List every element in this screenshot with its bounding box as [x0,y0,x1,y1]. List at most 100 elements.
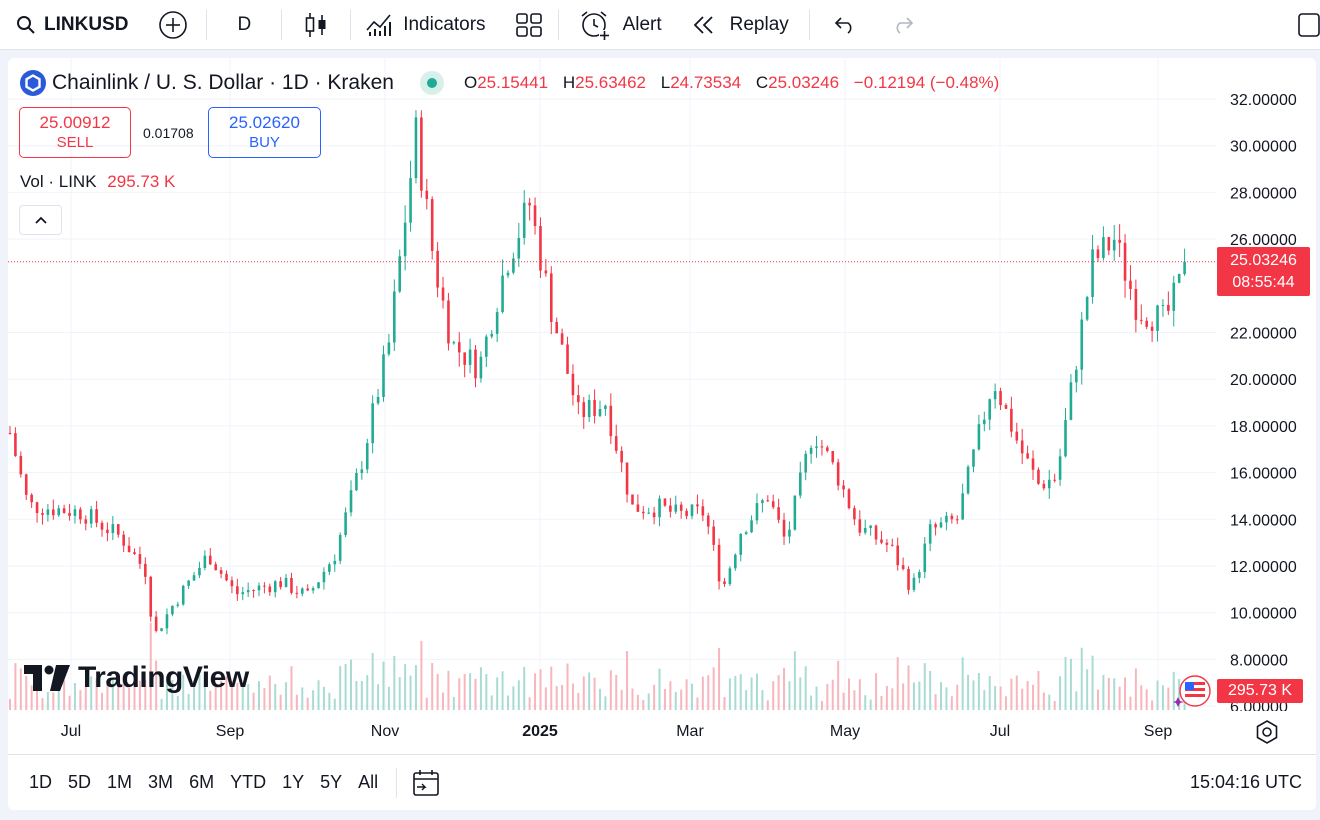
candle-body [896,545,900,566]
fullscreen-button[interactable] [1294,0,1320,50]
volume-bar [1059,676,1062,710]
tradingview-logo[interactable]: TradingView [24,661,249,695]
candle-body [284,577,288,588]
candle-body [636,504,640,512]
buy-button[interactable]: 25.02620 BUY [208,107,321,158]
volume-bar [999,686,1002,710]
volume-bar [788,681,791,710]
indicators-label: Indicators [403,13,486,35]
volume-bar [858,679,861,710]
volume-bar [501,671,504,710]
symbol-search-button[interactable]: LINKUSD [0,0,140,50]
volume-bar [934,694,937,710]
candle-body [869,525,872,528]
volume-bar [864,695,867,710]
candle-body [160,628,163,631]
volume-bar [929,671,932,710]
utc-clock[interactable]: 15:04:16 UTC [1189,772,1302,792]
candle-body [717,544,721,582]
alert-button[interactable]: Alert [559,0,674,50]
candle-body [739,534,743,555]
candle-body [539,226,542,271]
candle-body [528,202,531,206]
volume-bar [268,675,271,710]
top-toolbar: LINKUSD D Indicators Alert R [0,0,1320,50]
volume-bar [701,676,704,710]
range-5d[interactable]: 5D [68,772,92,792]
calendar-icon[interactable] [411,768,441,798]
candle-body [614,436,618,451]
candle-body [983,419,986,425]
volume-bar [620,689,623,710]
sell-button[interactable]: 25.00912 SELL [19,107,131,158]
volume-bar [1053,700,1056,710]
candle-body [826,447,829,451]
volume-bar [923,663,926,710]
candle-body [57,508,61,516]
volume-bar [815,686,818,710]
compare-symbol-button[interactable] [140,0,206,50]
volume-bar [566,663,569,710]
candle-body [409,178,412,223]
candle-body [127,545,131,553]
us-flag-icon [1173,675,1211,707]
volume-bar [685,679,688,710]
chart-settings-button[interactable] [1253,718,1281,746]
volume-bar [160,698,163,710]
candle-body [295,592,299,594]
price-chart[interactable] [8,58,1216,711]
volume-bar [490,695,493,710]
range-ytd[interactable]: YTD [230,772,267,792]
open-value: 25.15441 [477,73,549,92]
sell-price: 25.00912 [39,112,111,132]
volume-bar [847,678,850,710]
candle-body [647,512,651,514]
candle-body [176,604,180,606]
range-1m[interactable]: 1M [107,772,133,792]
volume-bar [653,684,656,710]
candle-body [1183,261,1186,275]
indicators-button[interactable]: Indicators [351,0,499,50]
range-6m[interactable]: 6M [189,772,215,792]
candle-body [1064,419,1067,457]
volume-bar [312,690,315,710]
chart-type-button[interactable] [282,0,350,50]
volume-bar [409,675,412,710]
volume-bar [642,699,645,710]
volume-bar [344,664,347,710]
volume-bar [57,680,60,710]
candle-body [842,485,845,490]
undo-button[interactable] [810,0,880,50]
candle-body [1150,326,1154,331]
redo-button[interactable] [880,0,926,50]
candle-body [1004,405,1008,409]
candle-body [311,588,315,591]
candle-body [1145,320,1148,327]
rewind-icon [692,15,716,35]
layouts-button[interactable] [500,0,558,50]
candle-body [755,503,759,521]
range-all[interactable]: All [358,772,379,792]
interval-button[interactable]: D [207,0,281,50]
candle-body [154,616,158,631]
volume-bar [544,687,547,710]
candle-body [652,512,656,518]
candle-body [133,552,136,555]
volume-bar [571,683,574,710]
range-1d[interactable]: 1D [29,772,53,792]
candle-body [485,336,488,357]
candle-body [1107,237,1111,251]
price-axis[interactable]: 32.00000 30.00000 28.00000 26.00000 22.00000… [1216,58,1316,711]
time-axis[interactable]: Jul Sep Nov 2025 Mar May Jul Sep [8,711,1248,754]
candle-body [1026,453,1029,459]
range-5y[interactable]: 5Y [320,772,343,792]
volume-bar [523,666,526,710]
replay-button[interactable]: Replay [674,0,809,50]
collapse-legend-button[interactable] [19,205,62,235]
candle-body [425,190,429,200]
range-3m[interactable]: 3M [148,772,174,792]
change-value: −0.12194 (−0.48%) [853,73,1000,92]
range-1y[interactable]: 1Y [282,772,305,792]
interval-label: D [237,13,252,35]
bar-countdown: 08:55:44 [1232,274,1295,291]
